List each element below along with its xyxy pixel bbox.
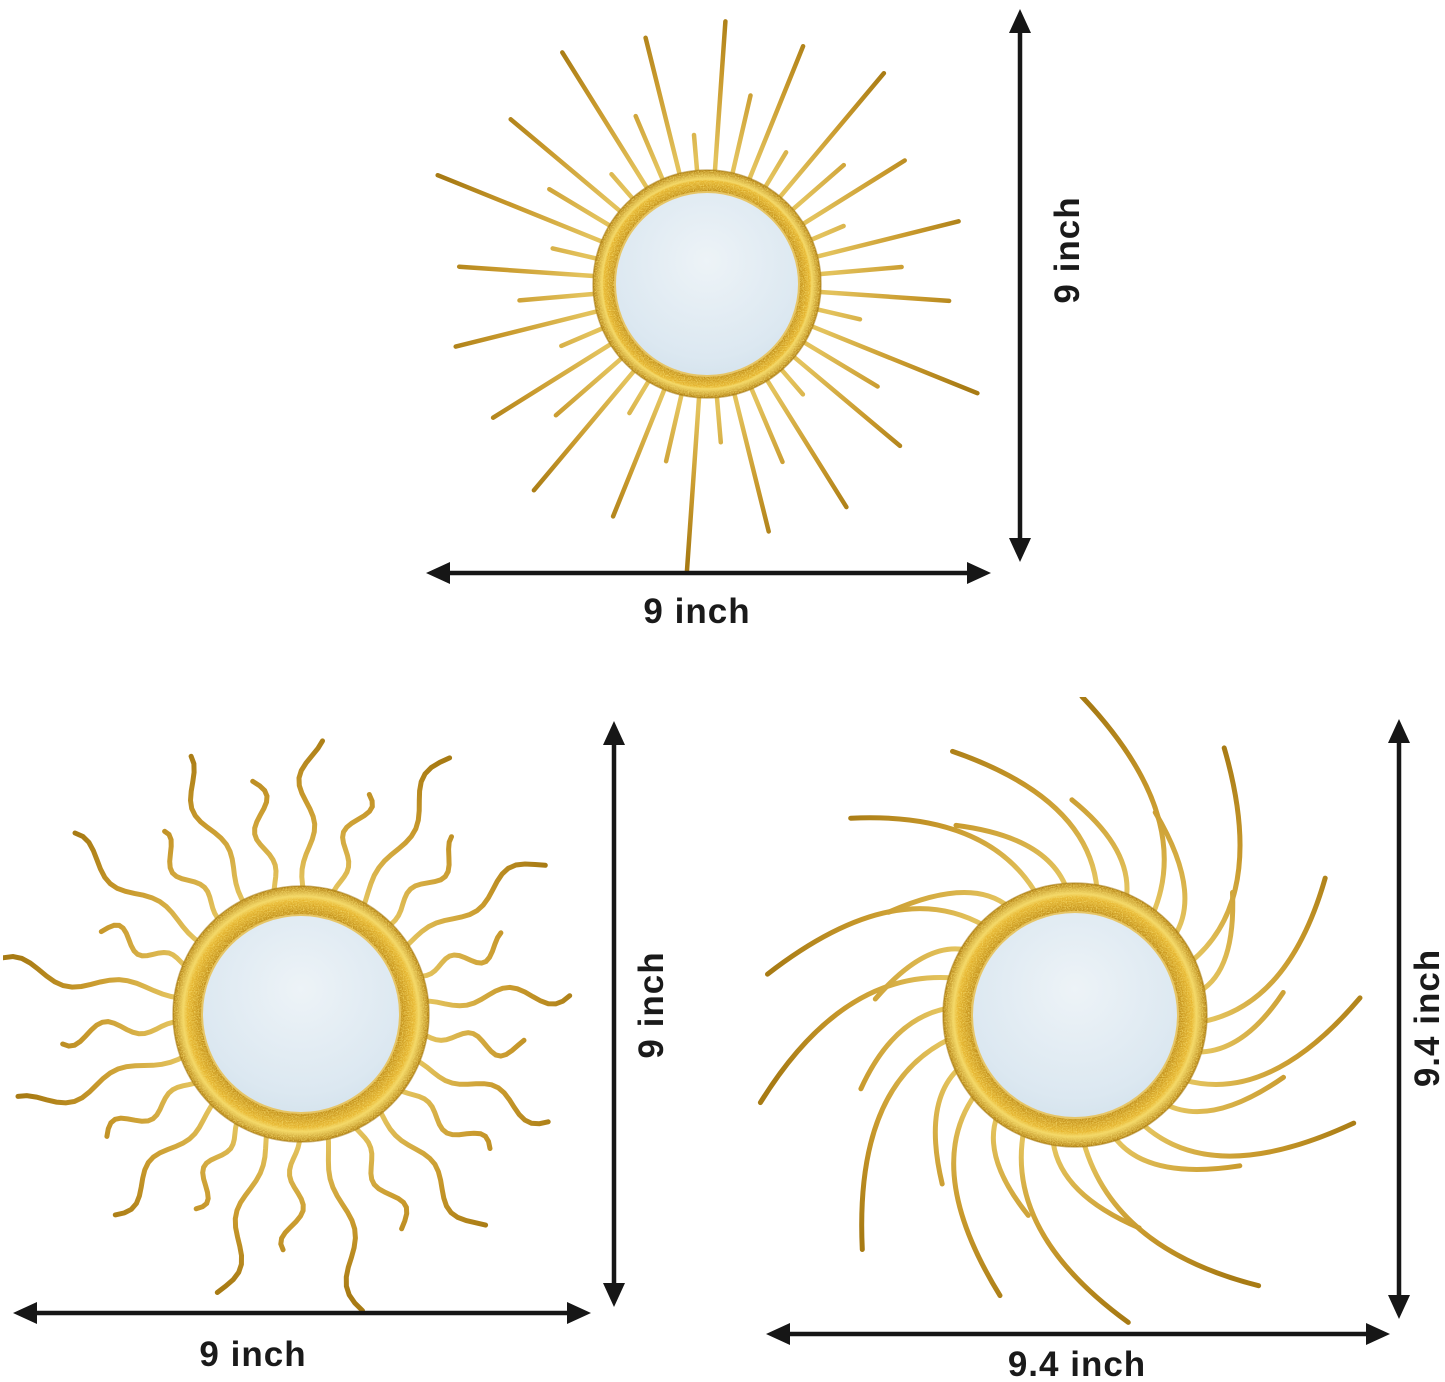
height-dimension-label: 9 inch (1048, 196, 1087, 304)
height-dimension-arrow (1009, 9, 1031, 562)
height-dimension-arrow (1388, 719, 1410, 1319)
width-dimension-arrow (13, 1302, 591, 1324)
width-dimension-arrow (766, 1323, 1390, 1345)
width-dimension-label: 9.4 inch (1007, 1345, 1147, 1382)
width-dimension-arrow (426, 562, 991, 584)
width-dimension-label: 9 inch (199, 1335, 307, 1374)
sunburst-mirror-curved-rays (757, 697, 1363, 1325)
height-dimension-label: 9 inch (632, 951, 671, 1059)
height-dimension-label: 9.4 inch (1408, 948, 1445, 1088)
height-dimension-arrow (603, 721, 625, 1307)
width-dimension-label: 9 inch (643, 592, 751, 631)
sunburst-mirror-straight-rays (435, 19, 980, 574)
sunburst-mirror-wavy-rays (3, 738, 573, 1312)
